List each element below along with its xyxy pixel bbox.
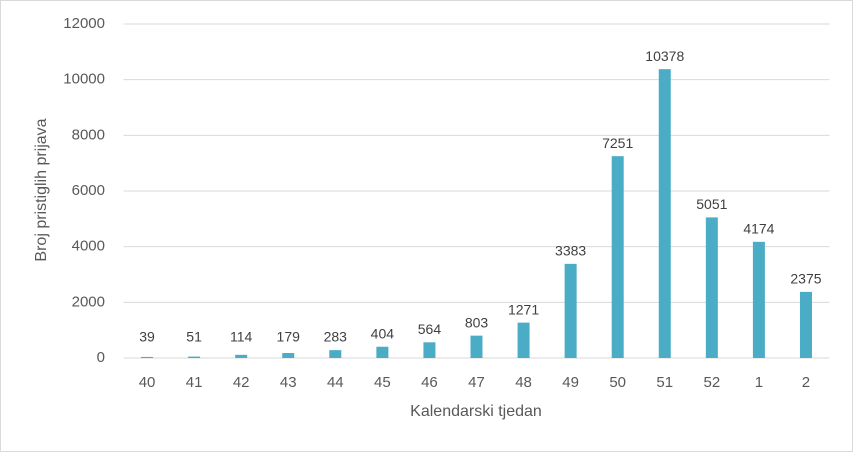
y-tick-label: 0 <box>97 349 105 366</box>
bar <box>282 353 295 358</box>
x-tick-label: 49 <box>562 374 579 391</box>
x-tick-label: 46 <box>421 374 438 391</box>
bar <box>141 356 154 358</box>
x-tick-label: 51 <box>656 374 673 391</box>
x-tick-label: 52 <box>703 374 720 391</box>
data-label: 564 <box>418 321 442 337</box>
y-tick-label: 8000 <box>72 126 105 143</box>
bar <box>752 241 765 358</box>
data-label: 1271 <box>508 301 539 317</box>
bar <box>705 217 718 358</box>
bar <box>235 354 248 358</box>
x-tick-label: 40 <box>139 374 156 391</box>
x-tick-label: 42 <box>233 374 250 391</box>
bar <box>611 156 624 358</box>
y-tick-label: 10000 <box>63 71 105 88</box>
x-tick-label: 50 <box>609 374 626 391</box>
bar <box>564 263 577 358</box>
x-tick-label: 1 <box>755 374 763 391</box>
x-tick-label: 2 <box>802 374 810 391</box>
bar <box>799 291 812 358</box>
bar <box>423 342 436 358</box>
data-label: 179 <box>277 329 301 345</box>
data-label: 10378 <box>645 48 684 64</box>
data-label: 51 <box>186 329 202 345</box>
bar <box>517 322 530 358</box>
data-label: 2375 <box>790 271 821 287</box>
y-tick-label: 4000 <box>72 238 105 255</box>
y-tick-label: 12000 <box>63 15 105 32</box>
bar <box>329 350 342 358</box>
data-label: 114 <box>230 329 253 345</box>
bar <box>188 356 201 358</box>
bar <box>658 69 671 359</box>
y-tick-label: 6000 <box>72 182 105 199</box>
bar <box>376 346 389 358</box>
data-label: 404 <box>371 325 395 341</box>
data-label: 803 <box>465 314 489 330</box>
x-axis-title: Kalendarski tjedan <box>410 403 542 420</box>
x-tick-label: 47 <box>468 374 485 391</box>
x-tick-label: 48 <box>515 374 532 391</box>
data-label: 39 <box>139 329 155 345</box>
data-label: 7251 <box>602 135 633 151</box>
y-axis-title: Broj pristiglih prijava <box>33 118 50 261</box>
x-tick-label: 41 <box>186 374 203 391</box>
x-tick-label: 43 <box>280 374 297 391</box>
data-label: 3383 <box>555 243 586 259</box>
data-label: 283 <box>324 329 348 345</box>
data-label: 5051 <box>696 196 727 212</box>
y-tick-label: 2000 <box>72 293 105 310</box>
x-tick-label: 45 <box>374 374 391 391</box>
x-tick-label: 44 <box>327 374 344 391</box>
bar <box>470 335 483 358</box>
data-label: 4174 <box>743 221 774 237</box>
